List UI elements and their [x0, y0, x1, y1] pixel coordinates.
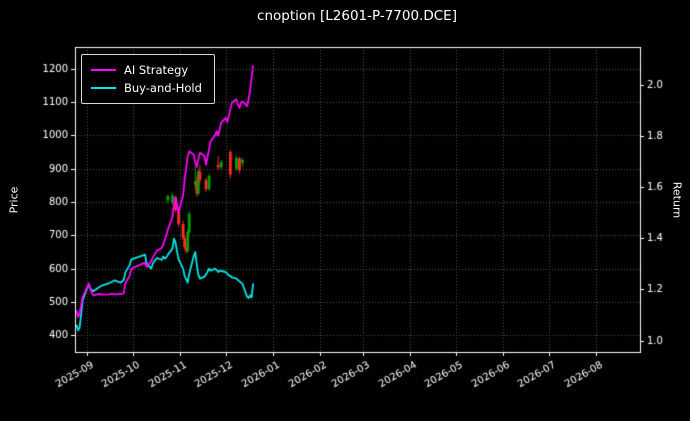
- legend-item-buy-and-hold: Buy-and-Hold: [91, 79, 202, 97]
- buy-and-hold-line-swatch: [91, 87, 116, 89]
- legend-item-ai-strategy: AI Strategy: [91, 61, 202, 79]
- legend-label-buy-and-hold: Buy-and-Hold: [124, 81, 202, 95]
- ai-strategy-line-swatch: [91, 69, 116, 71]
- price-axis-label: Price: [7, 186, 21, 214]
- chart-title: cnoption [L2601-P-7700.DCE]: [257, 8, 457, 24]
- legend-label-ai-strategy: AI Strategy: [124, 63, 189, 77]
- legend: AI Strategy Buy-and-Hold: [81, 54, 215, 104]
- return-axis-label: Return: [670, 181, 684, 219]
